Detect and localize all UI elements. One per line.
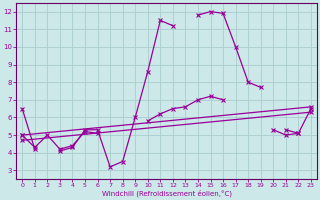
X-axis label: Windchill (Refroidissement éolien,°C): Windchill (Refroidissement éolien,°C) [101, 190, 232, 197]
